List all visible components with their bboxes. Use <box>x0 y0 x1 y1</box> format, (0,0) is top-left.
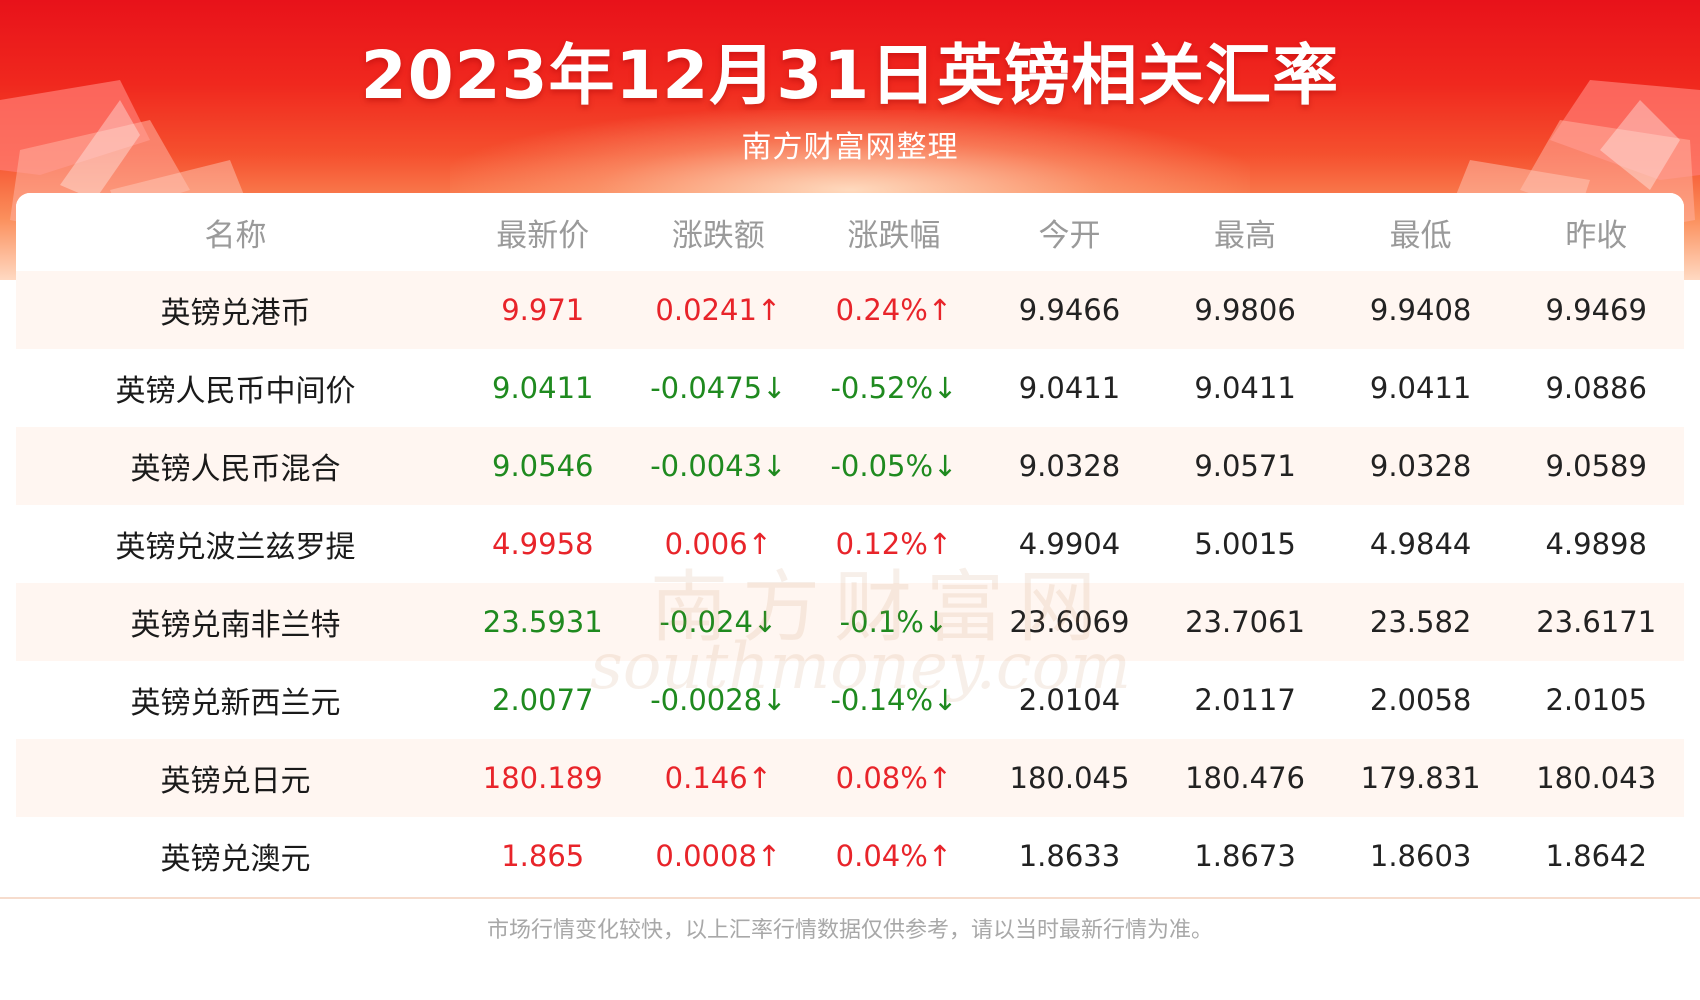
cell-name: 英镑兑澳元 <box>160 842 311 877</box>
cell-low: 9.0328 <box>1369 449 1472 483</box>
cell-latest: 9.0411 <box>492 371 594 405</box>
cell-open: 9.0411 <box>1018 371 1121 405</box>
cell-prev-close: 180.043 <box>1536 761 1657 795</box>
cell-high: 9.0411 <box>1194 371 1296 405</box>
cell-prev-close: 1.8642 <box>1545 839 1647 873</box>
cell-open: 9.0328 <box>1018 449 1121 483</box>
cell-prev-close: 23.6171 <box>1536 605 1657 639</box>
cell-latest: 2.0077 <box>492 683 594 717</box>
cell-latest: 4.9958 <box>492 527 594 561</box>
cell-high: 1.8673 <box>1194 839 1296 873</box>
column-header-change-pct: 涨跌幅 <box>847 217 941 254</box>
cell-change: 0.0008↑ <box>655 839 782 873</box>
footer-disclaimer: 市场行情变化较快，以上汇率行情数据仅供参考，请以当时最新行情为准。 <box>486 918 1213 943</box>
table-row: 英镑人民币混合 9.0546 -0.0043↓ -0.05%↓ 9.0328 9… <box>16 427 1684 505</box>
table-row: 英镑人民币中间价 9.0411 -0.0475↓ -0.52%↓ 9.0411 … <box>16 349 1684 427</box>
column-header-name: 名称 <box>204 217 267 254</box>
cell-change: -0.024↓ <box>659 605 778 639</box>
table-row: 英镑兑港币 9.971 0.0241↑ 0.24%↑ 9.9466 9.9806… <box>16 271 1684 349</box>
cell-change-pct: -0.14%↓ <box>830 683 958 717</box>
cell-change-pct: -0.52%↓ <box>830 371 958 405</box>
table-row: 英镑兑新西兰元 2.0077 -0.0028↓ -0.14%↓ 2.0104 2… <box>16 661 1684 739</box>
cell-change: -0.0043↓ <box>650 449 787 483</box>
cell-change-pct: 0.12%↑ <box>835 527 953 561</box>
cell-low: 179.831 <box>1360 761 1481 795</box>
column-header-prev-close: 昨收 <box>1565 217 1628 254</box>
cell-name: 英镑人民币中间价 <box>115 374 356 409</box>
cell-open: 23.6069 <box>1009 605 1130 639</box>
cell-open: 9.9466 <box>1018 293 1121 327</box>
cell-change-pct: 0.04%↑ <box>835 839 953 873</box>
cell-latest: 23.5931 <box>482 605 603 639</box>
cell-low: 1.8603 <box>1369 839 1472 873</box>
column-header-high: 最高 <box>1214 217 1277 254</box>
cell-latest: 1.865 <box>501 839 585 873</box>
cell-open: 2.0104 <box>1018 683 1121 717</box>
cell-latest: 9.0546 <box>492 449 594 483</box>
cell-name: 英镑兑波兰兹罗提 <box>115 530 356 565</box>
cell-high: 5.0015 <box>1194 527 1296 561</box>
cell-latest: 180.189 <box>482 761 603 795</box>
cell-open: 1.8633 <box>1018 839 1121 873</box>
page-subtitle: 南方财富网整理 <box>741 130 959 165</box>
cell-change: 0.0241↑ <box>655 293 782 327</box>
cell-change-pct: 0.08%↑ <box>835 761 953 795</box>
column-header-open: 今开 <box>1038 217 1101 254</box>
table-header: 名称 最新价 涨跌额 涨跌幅 今开 最高 最低 昨收 <box>16 193 1684 271</box>
column-header-low: 最低 <box>1389 217 1452 254</box>
cell-low: 2.0058 <box>1369 683 1472 717</box>
cell-change-pct: -0.1%↓ <box>839 605 949 639</box>
table-row: 英镑兑澳元 1.865 0.0008↑ 0.04%↑ 1.8633 1.8673… <box>16 817 1684 895</box>
cell-change-pct: -0.05%↓ <box>830 449 958 483</box>
table-row: 英镑兑波兰兹罗提 4.9958 0.006↑ 0.12%↑ 4.9904 5.0… <box>16 505 1684 583</box>
cell-name: 英镑人民币混合 <box>130 452 341 487</box>
cell-change: -0.0028↓ <box>650 683 787 717</box>
table-row: 英镑兑日元 180.189 0.146↑ 0.08%↑ 180.045 180.… <box>16 739 1684 817</box>
cell-open: 4.9904 <box>1018 527 1121 561</box>
cell-prev-close: 9.0589 <box>1545 449 1647 483</box>
cell-prev-close: 9.0886 <box>1545 371 1647 405</box>
cell-latest: 9.971 <box>501 293 585 327</box>
cell-name: 英镑兑港币 <box>160 296 311 331</box>
cell-name: 英镑兑日元 <box>160 764 311 799</box>
cell-change: -0.0475↓ <box>650 371 787 405</box>
cell-high: 23.7061 <box>1185 605 1306 639</box>
rates-table: 名称 最新价 涨跌额 涨跌幅 今开 最高 最低 昨收 英镑兑港币 9.971 0… <box>16 193 1684 898</box>
page-title: 2023年12月31日英镑相关汇率 <box>360 37 1340 114</box>
cell-name: 英镑兑南非兰特 <box>130 608 341 643</box>
cell-change-pct: 0.24%↑ <box>835 293 953 327</box>
table-row: 英镑兑南非兰特 23.5931 -0.024↓ -0.1%↓ 23.6069 2… <box>16 583 1684 661</box>
cell-low: 4.9844 <box>1369 527 1472 561</box>
footer-divider <box>0 897 1700 899</box>
cell-high: 2.0117 <box>1194 683 1296 717</box>
cell-prev-close: 4.9898 <box>1545 527 1647 561</box>
cell-high: 180.476 <box>1185 761 1306 795</box>
cell-high: 9.0571 <box>1194 449 1296 483</box>
cell-prev-close: 9.9469 <box>1545 293 1647 327</box>
cell-low: 9.0411 <box>1369 371 1472 405</box>
cell-change: 0.006↑ <box>664 527 772 561</box>
cell-open: 180.045 <box>1009 761 1130 795</box>
cell-name: 英镑兑新西兰元 <box>130 686 341 721</box>
table-body: 英镑兑港币 9.971 0.0241↑ 0.24%↑ 9.9466 9.9806… <box>16 271 1684 895</box>
cell-prev-close: 2.0105 <box>1545 683 1647 717</box>
cell-low: 9.9408 <box>1369 293 1472 327</box>
cell-change: 0.146↑ <box>664 761 772 795</box>
cell-low: 23.582 <box>1369 605 1472 639</box>
column-header-change: 涨跌额 <box>671 217 765 254</box>
column-header-latest: 最新价 <box>496 217 590 254</box>
cell-high: 9.9806 <box>1194 293 1296 327</box>
